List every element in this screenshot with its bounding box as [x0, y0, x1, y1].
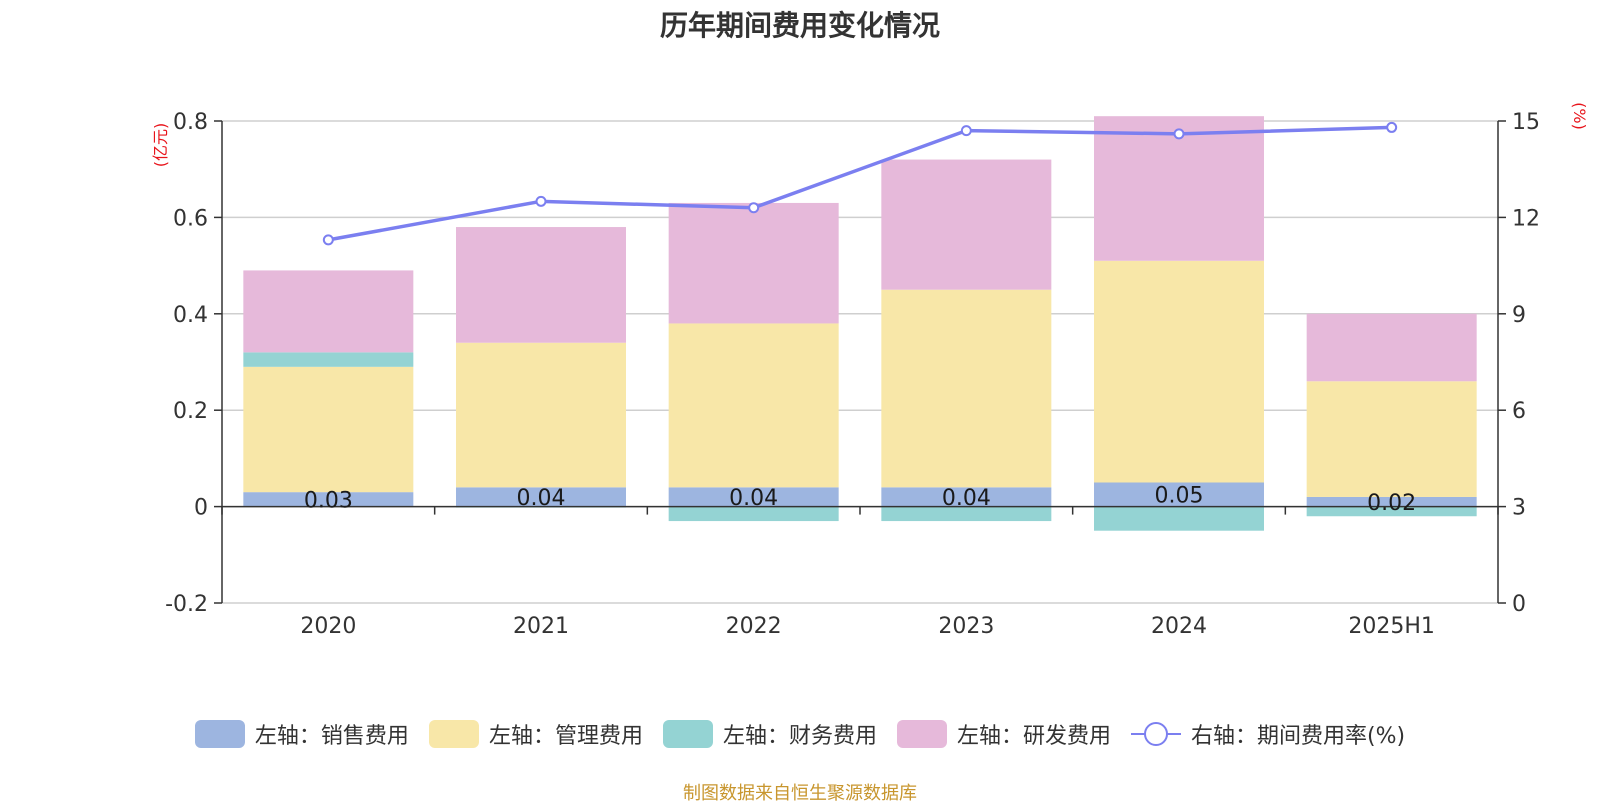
- bar-admin: [456, 342, 626, 488]
- x-tick-label: 2021: [513, 614, 569, 639]
- legend-item-rd[interactable]: 左轴：研发费用: [896, 718, 1111, 750]
- bar-data-label: 0.05: [1155, 484, 1204, 509]
- rate-point: [960, 125, 972, 137]
- y-right-tick-label: 6: [1512, 399, 1526, 424]
- bar-admin: [668, 323, 839, 488]
- bar-finance: [1094, 506, 1264, 531]
- bar-rd: [456, 227, 626, 343]
- legend-label-rd: 左轴：研发费用: [956, 724, 1111, 749]
- bar-rd: [1306, 313, 1477, 382]
- x-tick-label: 2022: [726, 614, 782, 639]
- bar-data-label: 0.03: [304, 488, 353, 513]
- bar-rd: [243, 270, 414, 353]
- rate-point: [1173, 128, 1185, 140]
- y-right-tick-label: 12: [1512, 206, 1540, 231]
- y-right-tick-label: 0: [1512, 592, 1526, 617]
- legend-swatch-admin: [428, 720, 479, 748]
- bar-data-label: 0.04: [729, 486, 778, 511]
- y-right-tick-label: 15: [1512, 110, 1540, 135]
- source-note: 制图数据来自恒生聚源数据库: [683, 783, 917, 804]
- rate-point: [322, 234, 334, 246]
- chart-legend: 左轴：销售费用 左轴：管理费用 左轴：财务费用 左轴：研发费用 右轴：期间费用率…: [0, 718, 1600, 750]
- x-tick-label: 2024: [1151, 614, 1207, 639]
- legend-line-marker-icon: [1130, 720, 1181, 748]
- legend-item-sales[interactable]: 左轴：销售费用: [194, 718, 409, 750]
- bar-finance: [1306, 506, 1477, 517]
- y-left-tick-label: 0.2: [173, 399, 208, 424]
- legend-label-admin: 左轴：管理费用: [488, 724, 643, 749]
- legend-item-rate[interactable]: 右轴：期间费用率(%): [1130, 718, 1406, 750]
- bar-data-label: 0.04: [517, 486, 566, 511]
- bar-admin: [881, 289, 1052, 488]
- rate-line: [328, 125, 1392, 242]
- bar-admin: [1094, 260, 1264, 483]
- bar-data-label: 0.04: [942, 486, 991, 511]
- y-right-tick-label: 3: [1512, 496, 1526, 521]
- bar-rd: [1094, 116, 1264, 261]
- legend-item-admin[interactable]: 左轴：管理费用: [428, 718, 643, 750]
- bar-sales: [1094, 482, 1264, 507]
- bar-rd: [668, 202, 839, 324]
- bar-finance: [243, 352, 414, 367]
- bar-sales: [456, 487, 626, 507]
- bar-finance: [668, 506, 839, 522]
- x-tick-label: 2020: [300, 614, 356, 639]
- bar-sales: [881, 487, 1052, 507]
- rate-point: [748, 202, 760, 214]
- y-right-tick-label: 9: [1512, 303, 1526, 328]
- y-left-tick-label: 0: [194, 496, 208, 521]
- legend-item-finance[interactable]: 左轴：财务费用: [662, 718, 877, 750]
- legend-swatch-finance: [662, 720, 713, 748]
- legend-swatch-rd: [896, 720, 947, 748]
- legend-swatch-sales: [194, 720, 245, 748]
- rate-point: [1386, 121, 1398, 133]
- y-right-unit-label: (%): [1570, 102, 1589, 130]
- legend-label-sales: 左轴：销售费用: [254, 724, 409, 749]
- y-left-tick-label: 0.4: [173, 303, 208, 328]
- rate-point: [535, 195, 547, 207]
- legend-label-rate: 右轴：期间费用率(%): [1190, 724, 1406, 749]
- bar-admin: [243, 366, 414, 493]
- y-left-tick-label: 0.6: [173, 206, 208, 231]
- y-left-unit-label: (亿元): [151, 123, 170, 168]
- y-left-tick-label: -0.2: [165, 592, 208, 617]
- x-tick-label: 2025H1: [1348, 614, 1435, 639]
- bar-sales: [1306, 496, 1477, 507]
- bar-admin: [1306, 381, 1477, 497]
- bar-sales: [243, 492, 414, 507]
- y-left-tick-label: 0.8: [173, 110, 208, 135]
- bar-finance: [881, 506, 1052, 522]
- x-tick-label: 2023: [938, 614, 994, 639]
- legend-label-finance: 左轴：财务费用: [722, 724, 877, 749]
- bar-sales: [668, 487, 839, 507]
- chart-title: 历年期间费用变化情况: [659, 9, 940, 42]
- bar-rd: [881, 159, 1052, 290]
- bar-data-label: 0.02: [1367, 491, 1416, 516]
